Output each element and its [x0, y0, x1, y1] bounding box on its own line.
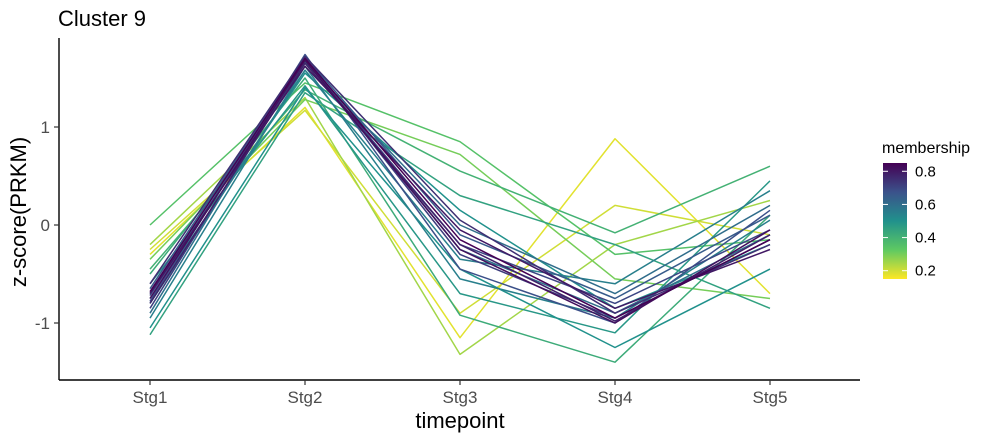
series-line [149, 69, 771, 304]
series-line [149, 65, 771, 310]
legend-tick-label: 0.4 [915, 230, 936, 247]
series-line [149, 55, 771, 300]
legend-colorbar [883, 163, 907, 279]
series-line [149, 59, 771, 305]
legend-tick-label: 0.8 [915, 163, 936, 180]
x-ticks: Stg1 Stg2 Stg3 Stg4 Stg5 [133, 380, 788, 407]
series-line [149, 89, 771, 270]
y-axis-title: z-score(PRKM) [6, 137, 31, 287]
series-line [149, 55, 771, 314]
legend-tick-label: 0.6 [915, 196, 936, 213]
x-tick-label: Stg1 [133, 388, 168, 407]
series-line [149, 57, 771, 319]
x-tick-label: Stg5 [753, 388, 788, 407]
series-line [149, 91, 771, 336]
series-lines [149, 53, 771, 363]
x-tick-label: Stg3 [443, 388, 478, 407]
chart-title: Cluster 9 [58, 6, 146, 31]
series-line [149, 57, 771, 314]
x-axis-title: timepoint [415, 408, 504, 433]
legend-title: membership [882, 140, 970, 157]
y-tick-label: 0 [41, 216, 50, 235]
legend-tick-label: 0.2 [915, 263, 936, 280]
series-line [149, 65, 771, 319]
x-tick-label: Stg4 [598, 388, 633, 407]
x-tick-label: Stg2 [288, 388, 323, 407]
legend-ticks: 0.2 0.4 0.6 0.8 [883, 163, 936, 280]
legend: membership 0.2 0.4 0.6 0.8 [882, 140, 970, 280]
series-line [149, 85, 771, 334]
series-line [149, 109, 771, 314]
y-tick-label: -1 [35, 314, 50, 333]
y-ticks: -1 0 1 [35, 118, 59, 333]
y-tick-label: 1 [41, 118, 50, 137]
series-line [149, 82, 771, 256]
